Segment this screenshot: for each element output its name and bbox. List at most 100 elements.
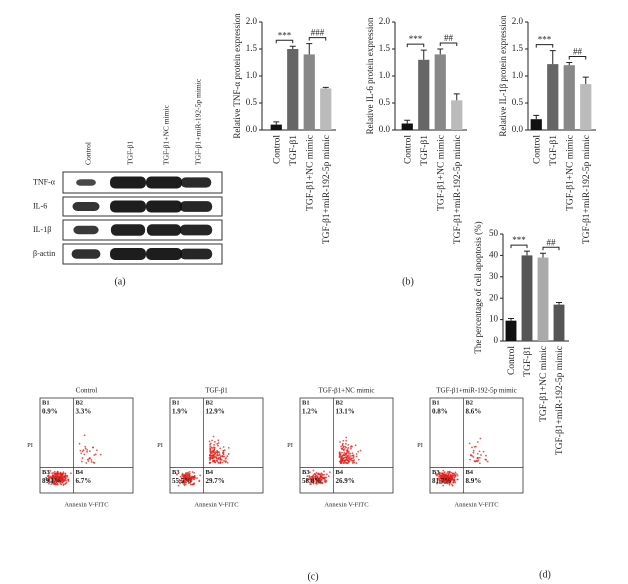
flow-dot bbox=[346, 454, 348, 457]
flow-dot bbox=[96, 449, 98, 452]
flow-dot bbox=[192, 476, 195, 478]
flow-dot bbox=[477, 456, 479, 459]
y-tick-label: 20 bbox=[489, 292, 499, 302]
flow-dot bbox=[446, 472, 449, 475]
flow-dot bbox=[342, 446, 345, 449]
quadrant-percent: 0.8% bbox=[432, 408, 448, 416]
blot-band bbox=[146, 248, 182, 260]
flow-dot bbox=[328, 471, 331, 473]
flow-dot bbox=[209, 456, 212, 459]
flow-dot bbox=[187, 471, 190, 474]
flow-dot bbox=[347, 454, 350, 457]
panel-label: (d) bbox=[539, 569, 551, 580]
flow-title: TGF-β1+NC mimic bbox=[319, 387, 375, 395]
error-bar bbox=[289, 45, 296, 49]
error-bar bbox=[306, 43, 313, 55]
flow-dot bbox=[339, 460, 342, 463]
flow-y-label: PI bbox=[417, 442, 423, 449]
flow-dot bbox=[87, 460, 90, 462]
flow-dot bbox=[90, 459, 93, 461]
flow-dot bbox=[478, 450, 481, 453]
flow-dot bbox=[450, 471, 453, 474]
flow-dot bbox=[321, 473, 324, 476]
quadrant-percent: 89.1% bbox=[42, 477, 61, 485]
flow-dot bbox=[473, 459, 476, 462]
flow-dot bbox=[183, 473, 186, 476]
flow-dot bbox=[472, 449, 475, 452]
flow-dot bbox=[437, 475, 440, 478]
error-bar bbox=[549, 50, 556, 65]
flow-dot bbox=[450, 476, 453, 478]
significance-label: *** bbox=[512, 235, 526, 245]
flow-dot bbox=[215, 456, 218, 459]
blot-lane-label: TGF-β1+miR-192-5p mimic bbox=[194, 78, 203, 165]
flow-dot bbox=[227, 446, 230, 449]
flow-dot bbox=[178, 478, 181, 481]
flow-x-label: Annexin V-FITC bbox=[64, 501, 108, 508]
quadrant-percent: 6.7% bbox=[75, 477, 91, 485]
flow-dot bbox=[81, 450, 84, 453]
y-tick-label: 0 bbox=[494, 335, 499, 345]
flow-dot bbox=[442, 481, 444, 484]
flow-dot bbox=[456, 478, 459, 481]
flow-dot bbox=[58, 477, 61, 480]
flow-dot bbox=[340, 445, 343, 448]
flow-dot bbox=[213, 449, 216, 452]
x-tick-label: TGF-β1 bbox=[523, 346, 533, 377]
flow-dot bbox=[471, 446, 473, 449]
error-bar bbox=[420, 49, 427, 60]
x-tick-label: TGF-β1+miR-192-5p mimic bbox=[555, 346, 565, 455]
flow-dot bbox=[438, 471, 441, 474]
quadrant-name: B1 bbox=[302, 399, 310, 406]
flow-dot bbox=[486, 460, 489, 463]
flow-dot bbox=[80, 460, 83, 463]
flow-dot bbox=[309, 471, 311, 474]
blot-band bbox=[180, 177, 212, 188]
flow-dot bbox=[46, 479, 49, 481]
flow-dot bbox=[355, 453, 358, 455]
flow-dot bbox=[309, 477, 312, 480]
flow-dot bbox=[51, 479, 54, 481]
flow-dot bbox=[209, 454, 211, 457]
flow-dot bbox=[452, 481, 455, 484]
flow-dot bbox=[439, 476, 442, 478]
significance-label: *** bbox=[538, 35, 552, 45]
flow-dot bbox=[312, 482, 315, 485]
flow-dot bbox=[217, 442, 220, 444]
flow-dot bbox=[54, 473, 57, 475]
blot-band bbox=[76, 179, 96, 186]
flow-dot bbox=[345, 457, 348, 460]
flow-dot bbox=[469, 458, 471, 461]
flow-dot bbox=[352, 454, 355, 457]
error-bar bbox=[524, 250, 530, 256]
flow-dot bbox=[225, 460, 228, 463]
bar bbox=[553, 304, 565, 341]
flow-dot bbox=[347, 457, 350, 460]
significance-bracket bbox=[568, 56, 587, 60]
significance-bracket bbox=[308, 37, 327, 41]
flow-dot bbox=[211, 452, 214, 454]
x-tick-label: TGF-β1+miR-192-5p mimic bbox=[322, 135, 332, 244]
flow-dot bbox=[62, 483, 65, 486]
y-tick-label: 0.0 bbox=[246, 124, 258, 134]
flow-dot bbox=[323, 470, 325, 473]
flow-dot bbox=[83, 453, 86, 456]
y-tick-label: 1.5 bbox=[379, 43, 391, 53]
flow-dot bbox=[56, 482, 59, 485]
quadrant-name: B2 bbox=[335, 399, 343, 406]
flow-dot bbox=[50, 476, 53, 479]
bar bbox=[547, 64, 559, 130]
flow-x-label: Annexin V-FITC bbox=[194, 501, 238, 508]
flow-dot bbox=[444, 481, 447, 484]
flow-dot bbox=[319, 475, 322, 478]
flow-dot bbox=[217, 461, 220, 464]
flow-dot bbox=[189, 483, 192, 486]
flow-dot bbox=[339, 462, 342, 465]
flow-dot bbox=[316, 472, 319, 475]
quadrant-percent: 55.5% bbox=[172, 477, 191, 485]
x-tick-label: TGF-β1+NC mimic bbox=[305, 135, 315, 211]
quadrant-name: B4 bbox=[335, 469, 343, 476]
flow-dot bbox=[449, 482, 452, 484]
flow-dot bbox=[311, 480, 314, 483]
